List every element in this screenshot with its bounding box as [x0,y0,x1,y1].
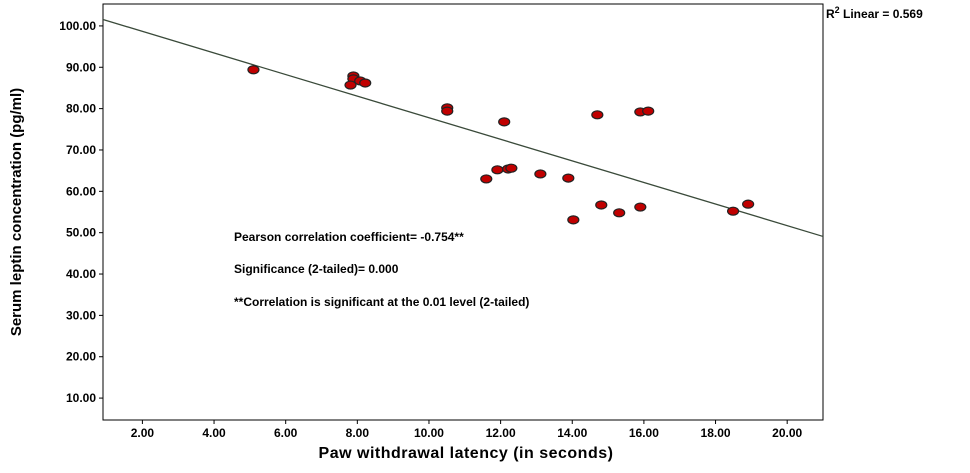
data-point [634,202,647,212]
y-tick-label: 10.00 [66,391,96,405]
data-point [534,169,547,179]
x-tick-label: 12.00 [486,426,516,440]
annotation-significance: Significance (2-tailed)= 0.000 [234,262,399,276]
r2-sup: 2 [834,5,840,15]
r2-suffix: Linear = 0.569 [839,7,923,21]
data-point [742,199,755,209]
r2-label: R2 Linear = 0.569 [826,5,923,21]
x-tick-label: 20.00 [772,426,802,440]
data-point [441,106,454,116]
x-tick-label: 6.00 [274,426,298,440]
annotation-pearson: Pearson correlation coefficient= -0.754*… [234,230,464,244]
plot-frame [102,3,824,421]
annotation-note: **Correlation is significant at the 0.01… [234,295,529,309]
data-point [344,80,357,90]
y-tick-label: 40.00 [66,267,96,281]
data-point [359,78,372,88]
regression-line [102,18,824,238]
data-point [505,163,518,173]
data-point [567,215,580,225]
data-point [642,106,655,116]
x-tick-label: 4.00 [202,426,226,440]
data-point [595,200,608,210]
x-tick-label: 8.00 [346,426,370,440]
x-tick-label: 18.00 [701,426,731,440]
y-tick-label: 100.00 [59,19,96,33]
y-tick-label: 50.00 [66,226,96,240]
x-tick-label: 2.00 [131,426,155,440]
x-tick-label: 16.00 [629,426,659,440]
y-tick-label: 90.00 [66,60,96,74]
y-tick-label: 30.00 [66,308,96,322]
data-point [247,65,260,75]
x-axis-label: Paw withdrawal latency (in seconds) [319,445,614,462]
x-tick-label: 10.00 [414,426,444,440]
y-tick-label: 60.00 [66,184,96,198]
x-tick-label: 14.00 [557,426,587,440]
data-point [491,165,504,175]
y-tick-label: 20.00 [66,350,96,364]
data-point [591,110,604,120]
y-axis-label: Serum leptin concentration (pg/ml) [8,88,25,336]
data-point [498,117,511,127]
data-point [562,173,575,183]
data-point [480,174,493,184]
data-point [726,206,740,216]
r2-prefix: R [826,7,835,21]
y-tick-label: 70.00 [66,143,96,157]
data-point [613,208,626,218]
y-tick-label: 80.00 [66,102,96,116]
